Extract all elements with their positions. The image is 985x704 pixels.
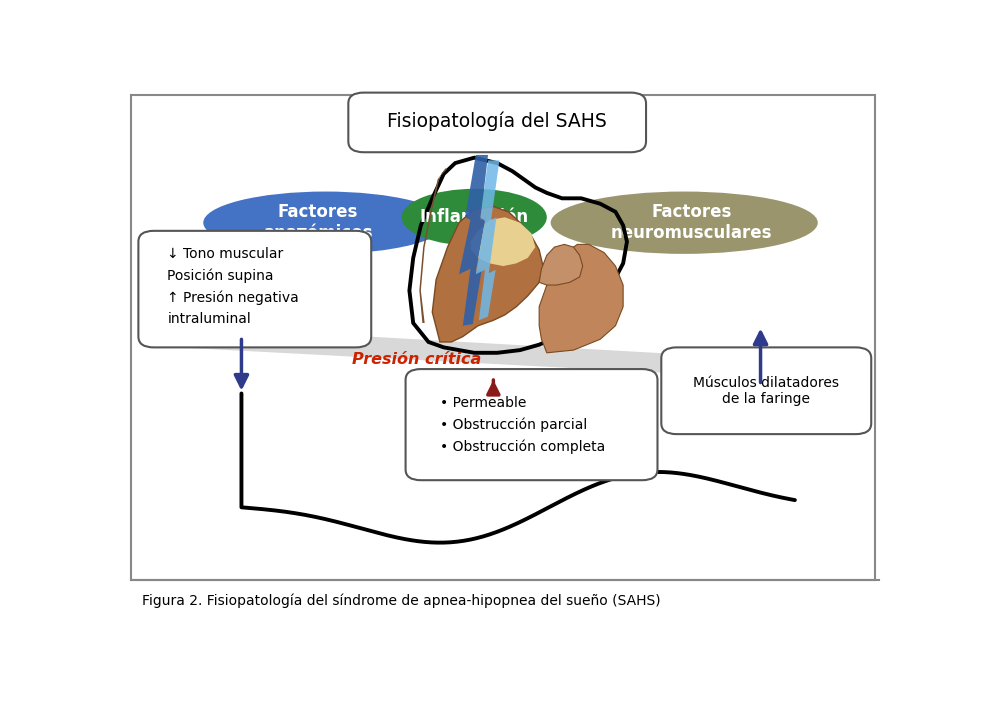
Text: Fisiopatología del SAHS: Fisiopatología del SAHS [387, 112, 607, 131]
Text: Factores
anатómicos: Factores anатómicos [263, 203, 372, 242]
Polygon shape [539, 244, 624, 353]
Polygon shape [471, 218, 536, 266]
Polygon shape [420, 168, 447, 323]
Polygon shape [476, 161, 499, 320]
FancyBboxPatch shape [349, 93, 646, 152]
Text: Inflamación: Inflamación [420, 208, 529, 226]
FancyBboxPatch shape [138, 231, 371, 347]
Text: Presión crítica: Presión crítica [353, 353, 482, 367]
Ellipse shape [402, 189, 547, 246]
Text: ↓ Tono muscular
Posición supina
↑ Presión negativa
intraluminal: ↓ Tono muscular Posición supina ↑ Presió… [167, 247, 299, 326]
Ellipse shape [203, 191, 447, 254]
Polygon shape [459, 155, 488, 326]
Polygon shape [539, 244, 583, 285]
FancyBboxPatch shape [661, 347, 871, 434]
Ellipse shape [551, 191, 818, 254]
FancyBboxPatch shape [406, 369, 658, 480]
Text: Factores
neuromusculares: Factores neuromusculares [611, 203, 772, 242]
Text: • Permeable
• Obstrucción parcial
• Obstrucción completa: • Permeable • Obstrucción parcial • Obst… [440, 396, 605, 453]
Polygon shape [432, 206, 543, 342]
FancyBboxPatch shape [131, 95, 875, 581]
Text: Figura 2. Fisiopatología del síndrome de apnea-hipopnea del sueño (SAHS): Figura 2. Fisiopatología del síndrome de… [142, 593, 661, 608]
Polygon shape [176, 326, 799, 380]
Text: Músculos dilatadores
de la faringe: Músculos dilatadores de la faringe [693, 376, 839, 406]
